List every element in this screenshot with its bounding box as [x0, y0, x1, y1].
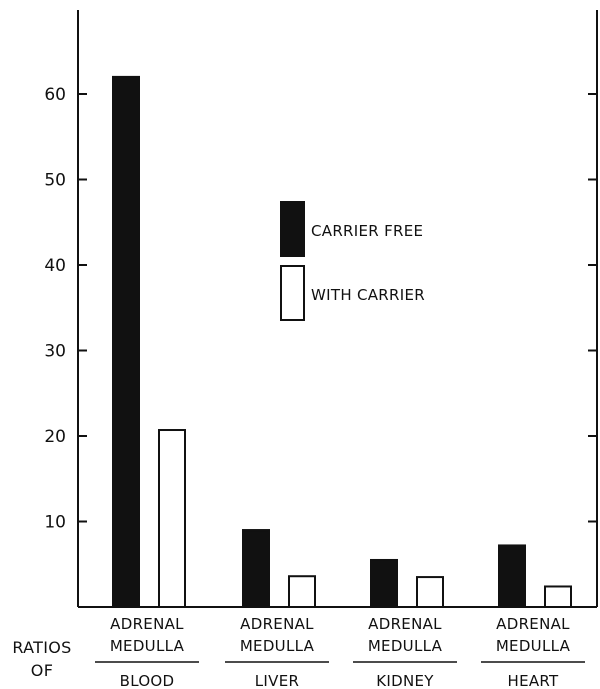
category-label-line2: MEDULLA: [110, 637, 185, 655]
row-label-line2: OF: [31, 661, 53, 680]
y-tick-label: 20: [44, 427, 66, 447]
category-group-label: LIVER: [255, 672, 299, 689]
category-label-line1: ADRENAL: [496, 615, 570, 633]
category-group-label: BLOOD: [120, 672, 175, 689]
category-group-label: KIDNEY: [376, 672, 434, 689]
bar-carrier-free: [112, 75, 140, 608]
bar-carrier-free: [370, 558, 398, 608]
category-label-line2: MEDULLA: [496, 637, 571, 655]
bars: [112, 75, 572, 609]
y-tick-label: 50: [44, 171, 66, 191]
category-label-line1: ADRENAL: [368, 615, 442, 633]
category-label-line2: MEDULLA: [240, 637, 315, 655]
category-labels: ADRENAL MEDULLA BLOOD ADRENAL MEDULLA LIVER AD…: [12, 615, 585, 689]
legend-label: WITH CARRIER: [311, 286, 425, 304]
category-label-line1: ADRENAL: [110, 615, 184, 633]
bar-with-carrier: [288, 575, 316, 608]
legend-swatch: [280, 265, 305, 321]
row-label-line1: RATIOS: [12, 638, 71, 657]
bar-with-carrier: [416, 576, 444, 609]
y-tick-label: 30: [44, 342, 66, 362]
legend: CARRIER FREE WITH CARRIER: [280, 201, 425, 321]
bar-carrier-free: [498, 544, 526, 609]
category-label-line2: MEDULLA: [368, 637, 443, 655]
bar-with-carrier: [158, 429, 186, 609]
legend-swatch: [280, 201, 305, 257]
category-group-label: HEART: [507, 672, 559, 689]
y-tick-label: 40: [44, 256, 66, 276]
y-tick-label: 60: [44, 85, 66, 105]
category-label-line1: ADRENAL: [240, 615, 314, 633]
legend-label: CARRIER FREE: [311, 222, 423, 240]
bar-carrier-free: [242, 529, 270, 608]
bar-with-carrier: [544, 585, 572, 608]
y-tick-label: 10: [44, 513, 66, 533]
